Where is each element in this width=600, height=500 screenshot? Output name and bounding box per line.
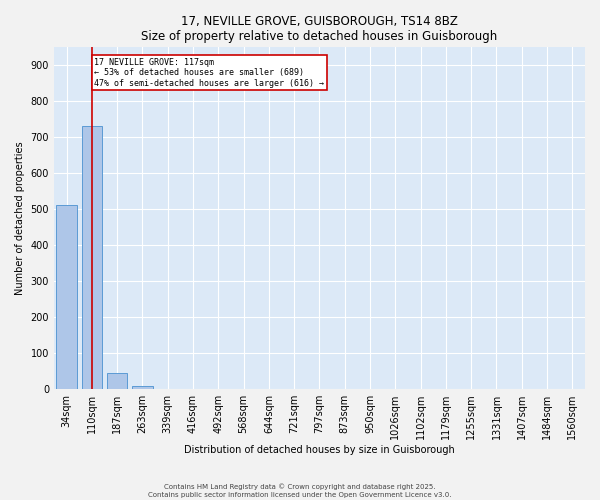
Text: Contains HM Land Registry data © Crown copyright and database right 2025.
Contai: Contains HM Land Registry data © Crown c… bbox=[148, 484, 452, 498]
X-axis label: Distribution of detached houses by size in Guisborough: Distribution of detached houses by size … bbox=[184, 445, 455, 455]
Text: 17 NEVILLE GROVE: 117sqm
← 53% of detached houses are smaller (689)
47% of semi-: 17 NEVILLE GROVE: 117sqm ← 53% of detach… bbox=[94, 58, 325, 88]
Bar bbox=[82, 126, 102, 389]
Bar bbox=[133, 386, 152, 389]
Title: 17, NEVILLE GROVE, GUISBOROUGH, TS14 8BZ
Size of property relative to detached h: 17, NEVILLE GROVE, GUISBOROUGH, TS14 8BZ… bbox=[142, 15, 497, 43]
Y-axis label: Number of detached properties: Number of detached properties bbox=[15, 141, 25, 295]
Bar bbox=[56, 206, 77, 389]
Bar bbox=[107, 373, 127, 389]
